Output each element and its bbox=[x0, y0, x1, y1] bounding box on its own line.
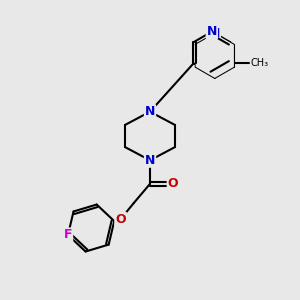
Polygon shape bbox=[196, 34, 234, 78]
Text: N: N bbox=[207, 25, 217, 38]
Text: F: F bbox=[64, 229, 72, 242]
Text: N: N bbox=[145, 154, 155, 167]
Text: O: O bbox=[168, 177, 178, 190]
Text: N: N bbox=[210, 27, 220, 40]
Text: N: N bbox=[145, 105, 155, 118]
Text: O: O bbox=[115, 213, 126, 226]
Text: CH₃: CH₃ bbox=[251, 58, 269, 68]
